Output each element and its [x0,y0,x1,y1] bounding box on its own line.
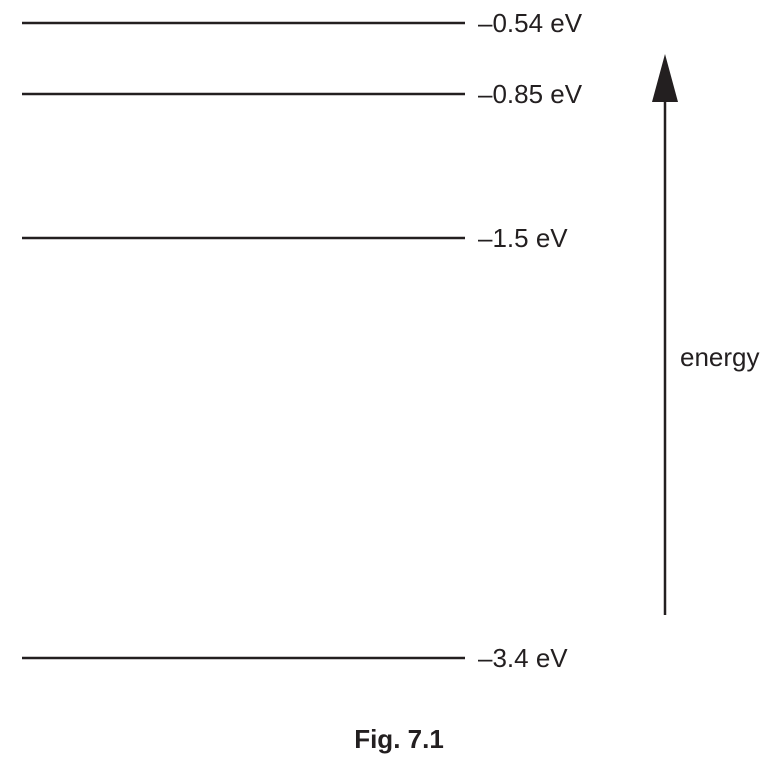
energy-level-group: –3.4 eV [22,643,568,673]
energy-axis-label: energy [680,342,760,372]
energy-level-group: –0.54 eV [22,8,583,38]
energy-level-group: –0.85 eV [22,79,583,109]
energy-axis: energy [652,54,760,615]
energy-level-group: –1.5 eV [22,223,568,253]
energy-level-label: –1.5 eV [478,223,568,253]
energy-level-label: –0.54 eV [478,8,583,38]
energy-arrow-head-icon [652,54,678,102]
figure-caption: Fig. 7.1 [354,724,444,754]
energy-level-label: –3.4 eV [478,643,568,673]
energy-level-label: –0.85 eV [478,79,583,109]
